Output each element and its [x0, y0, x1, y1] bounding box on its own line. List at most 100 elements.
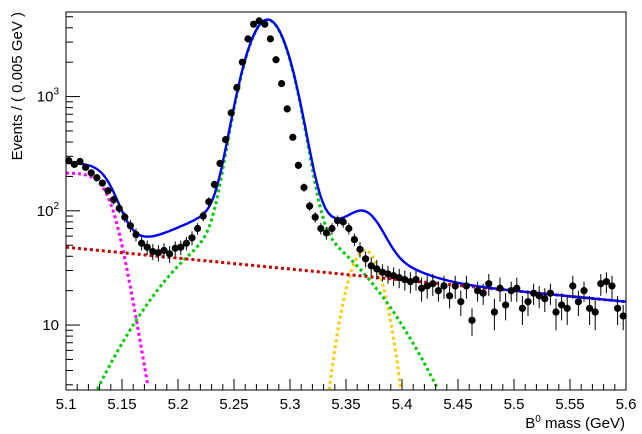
data-point [614, 295, 622, 326]
x-tick-label: 5.2 [168, 396, 189, 413]
data-point [132, 228, 140, 242]
data-point [574, 290, 583, 316]
data-point [166, 246, 174, 263]
data-point [378, 264, 386, 282]
y-axis-title: Events / ( 0.005 GeV ) [9, 12, 26, 160]
data-marker [429, 280, 437, 288]
data-point [115, 203, 123, 214]
data-point [451, 275, 459, 299]
data-point [462, 275, 470, 299]
data-point [429, 273, 437, 296]
data-marker [104, 187, 112, 195]
data-marker [205, 198, 213, 206]
data-marker [558, 301, 566, 309]
data-marker [126, 222, 134, 230]
data-marker [93, 174, 101, 182]
data-marker [294, 161, 302, 169]
data-point [238, 58, 246, 66]
data-point [65, 157, 73, 165]
data-point [468, 308, 476, 337]
data-marker [65, 157, 73, 165]
data-marker [597, 280, 605, 288]
data-point [513, 277, 521, 302]
data-marker [345, 224, 353, 233]
data-marker [474, 287, 482, 295]
x-axis: 5.1 5.15 5.2 5.25 5.3 5.35 5.4 5.45 5.5 5.55 5.6 [56, 379, 637, 413]
data-marker [227, 109, 235, 117]
x-tick-label: 5.55 [555, 396, 584, 413]
data-marker [210, 180, 218, 189]
data-point [289, 133, 297, 141]
data-marker [490, 308, 498, 316]
data-marker [451, 282, 459, 290]
data-marker [614, 304, 622, 312]
data-point [93, 174, 101, 182]
data-marker [300, 183, 308, 192]
data-marker [462, 282, 470, 290]
data-point [222, 136, 230, 144]
data-point [233, 83, 241, 92]
data-marker [244, 35, 252, 43]
data-point [82, 163, 90, 171]
x-tick-label: 5.4 [392, 396, 413, 413]
data-marker [574, 298, 583, 306]
data-marker [530, 289, 538, 297]
data-marker [261, 20, 269, 28]
data-point [182, 236, 190, 251]
data-marker [384, 270, 392, 278]
second-peak-curve [327, 248, 403, 390]
data-marker [233, 83, 241, 92]
data-marker [390, 272, 398, 280]
data-marker [412, 275, 420, 284]
data-marker [82, 163, 90, 171]
data-point [300, 183, 308, 192]
x-tick-label: 5.6 [616, 396, 637, 413]
data-points [65, 17, 627, 337]
data-marker [194, 224, 202, 233]
data-point [530, 283, 538, 305]
x-tick-label: 5.5 [504, 396, 525, 413]
x-axis-title: B0 mass (GeV) [525, 414, 625, 432]
data-marker [552, 308, 560, 316]
data-point [434, 281, 442, 302]
data-marker [177, 243, 185, 251]
data-point [76, 157, 84, 166]
data-marker [322, 229, 330, 237]
data-point [597, 273, 605, 296]
data-point [199, 211, 207, 222]
data-marker [87, 169, 95, 177]
data-marker [132, 230, 140, 239]
data-marker [502, 301, 510, 309]
data-point [311, 212, 319, 223]
data-marker [289, 133, 297, 141]
data-point [546, 283, 555, 305]
data-point [490, 298, 498, 331]
data-point [356, 242, 364, 258]
data-point [401, 270, 409, 291]
data-marker [373, 265, 381, 273]
data-point [87, 169, 95, 177]
data-marker [423, 282, 431, 290]
data-point [412, 270, 420, 291]
data-marker [166, 250, 174, 258]
data-point [569, 275, 577, 299]
x-tick-label: 5.35 [331, 396, 360, 413]
data-marker [188, 234, 196, 242]
x-tick-label: 5.3 [280, 396, 301, 413]
data-point [474, 281, 482, 302]
data-marker [619, 312, 627, 320]
data-point [205, 197, 213, 207]
data-marker [418, 284, 426, 292]
data-point [322, 227, 330, 240]
data-marker [507, 287, 515, 295]
data-point [261, 20, 269, 28]
data-marker [401, 275, 409, 284]
data-point [395, 268, 403, 289]
data-point [496, 277, 504, 302]
x-tick-label: 5.25 [219, 396, 248, 413]
data-point [563, 295, 571, 326]
data-marker [457, 298, 465, 306]
data-point [524, 290, 532, 316]
data-marker [222, 136, 230, 144]
data-marker [121, 213, 129, 221]
